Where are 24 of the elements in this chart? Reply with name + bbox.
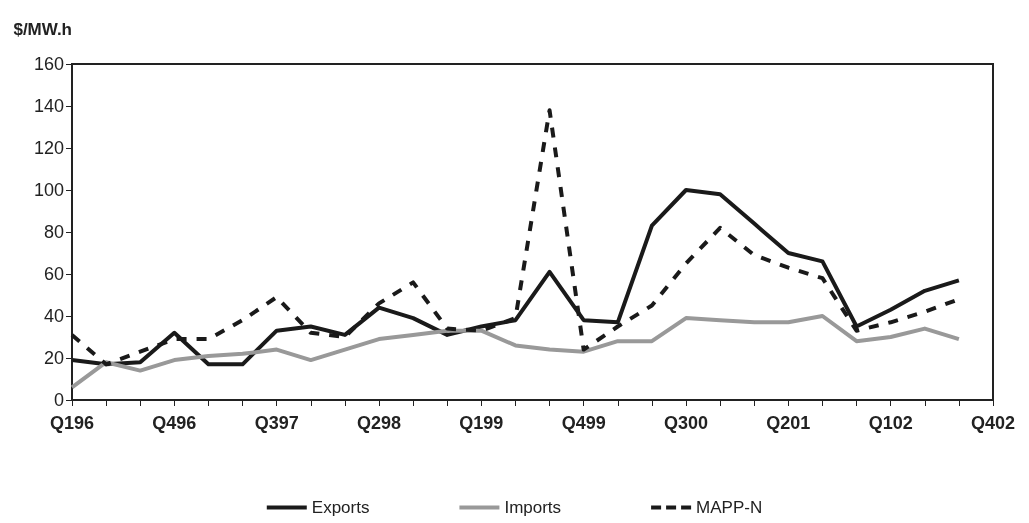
- y-tick-label: 0: [53, 390, 64, 410]
- y-tick-label: 120: [33, 138, 64, 158]
- x-tick-label: Q196: [49, 413, 95, 433]
- y-tick-label: 160: [33, 54, 64, 74]
- x-tick-label: Q300: [663, 413, 709, 433]
- x-tick-label: Q397: [254, 413, 299, 433]
- y-tick-label: 80: [43, 222, 64, 242]
- x-tick-label: Q199: [459, 413, 504, 433]
- line-series: [70, 314, 961, 390]
- y-tick-label: 140: [33, 96, 64, 116]
- y-tick-label: 20: [43, 348, 64, 368]
- y-tick-label: 60: [43, 264, 64, 284]
- x-tick-label: Q496: [152, 413, 197, 433]
- legend-label: Exports: [311, 498, 370, 517]
- x-tick-label: Q201: [766, 413, 811, 433]
- y-tick-label: 40: [43, 306, 64, 326]
- x-tick-label: Q499: [561, 413, 606, 433]
- x-tick-label: Q402: [970, 413, 1016, 433]
- legend-label: Imports: [504, 498, 562, 517]
- y-tick-label: 100: [33, 180, 64, 200]
- x-tick-label: Q102: [868, 413, 913, 433]
- x-tick-label: Q298: [356, 413, 402, 433]
- legend-label: MAPP-N: [696, 498, 763, 517]
- y-axis-title: $/MW.h: [13, 20, 72, 39]
